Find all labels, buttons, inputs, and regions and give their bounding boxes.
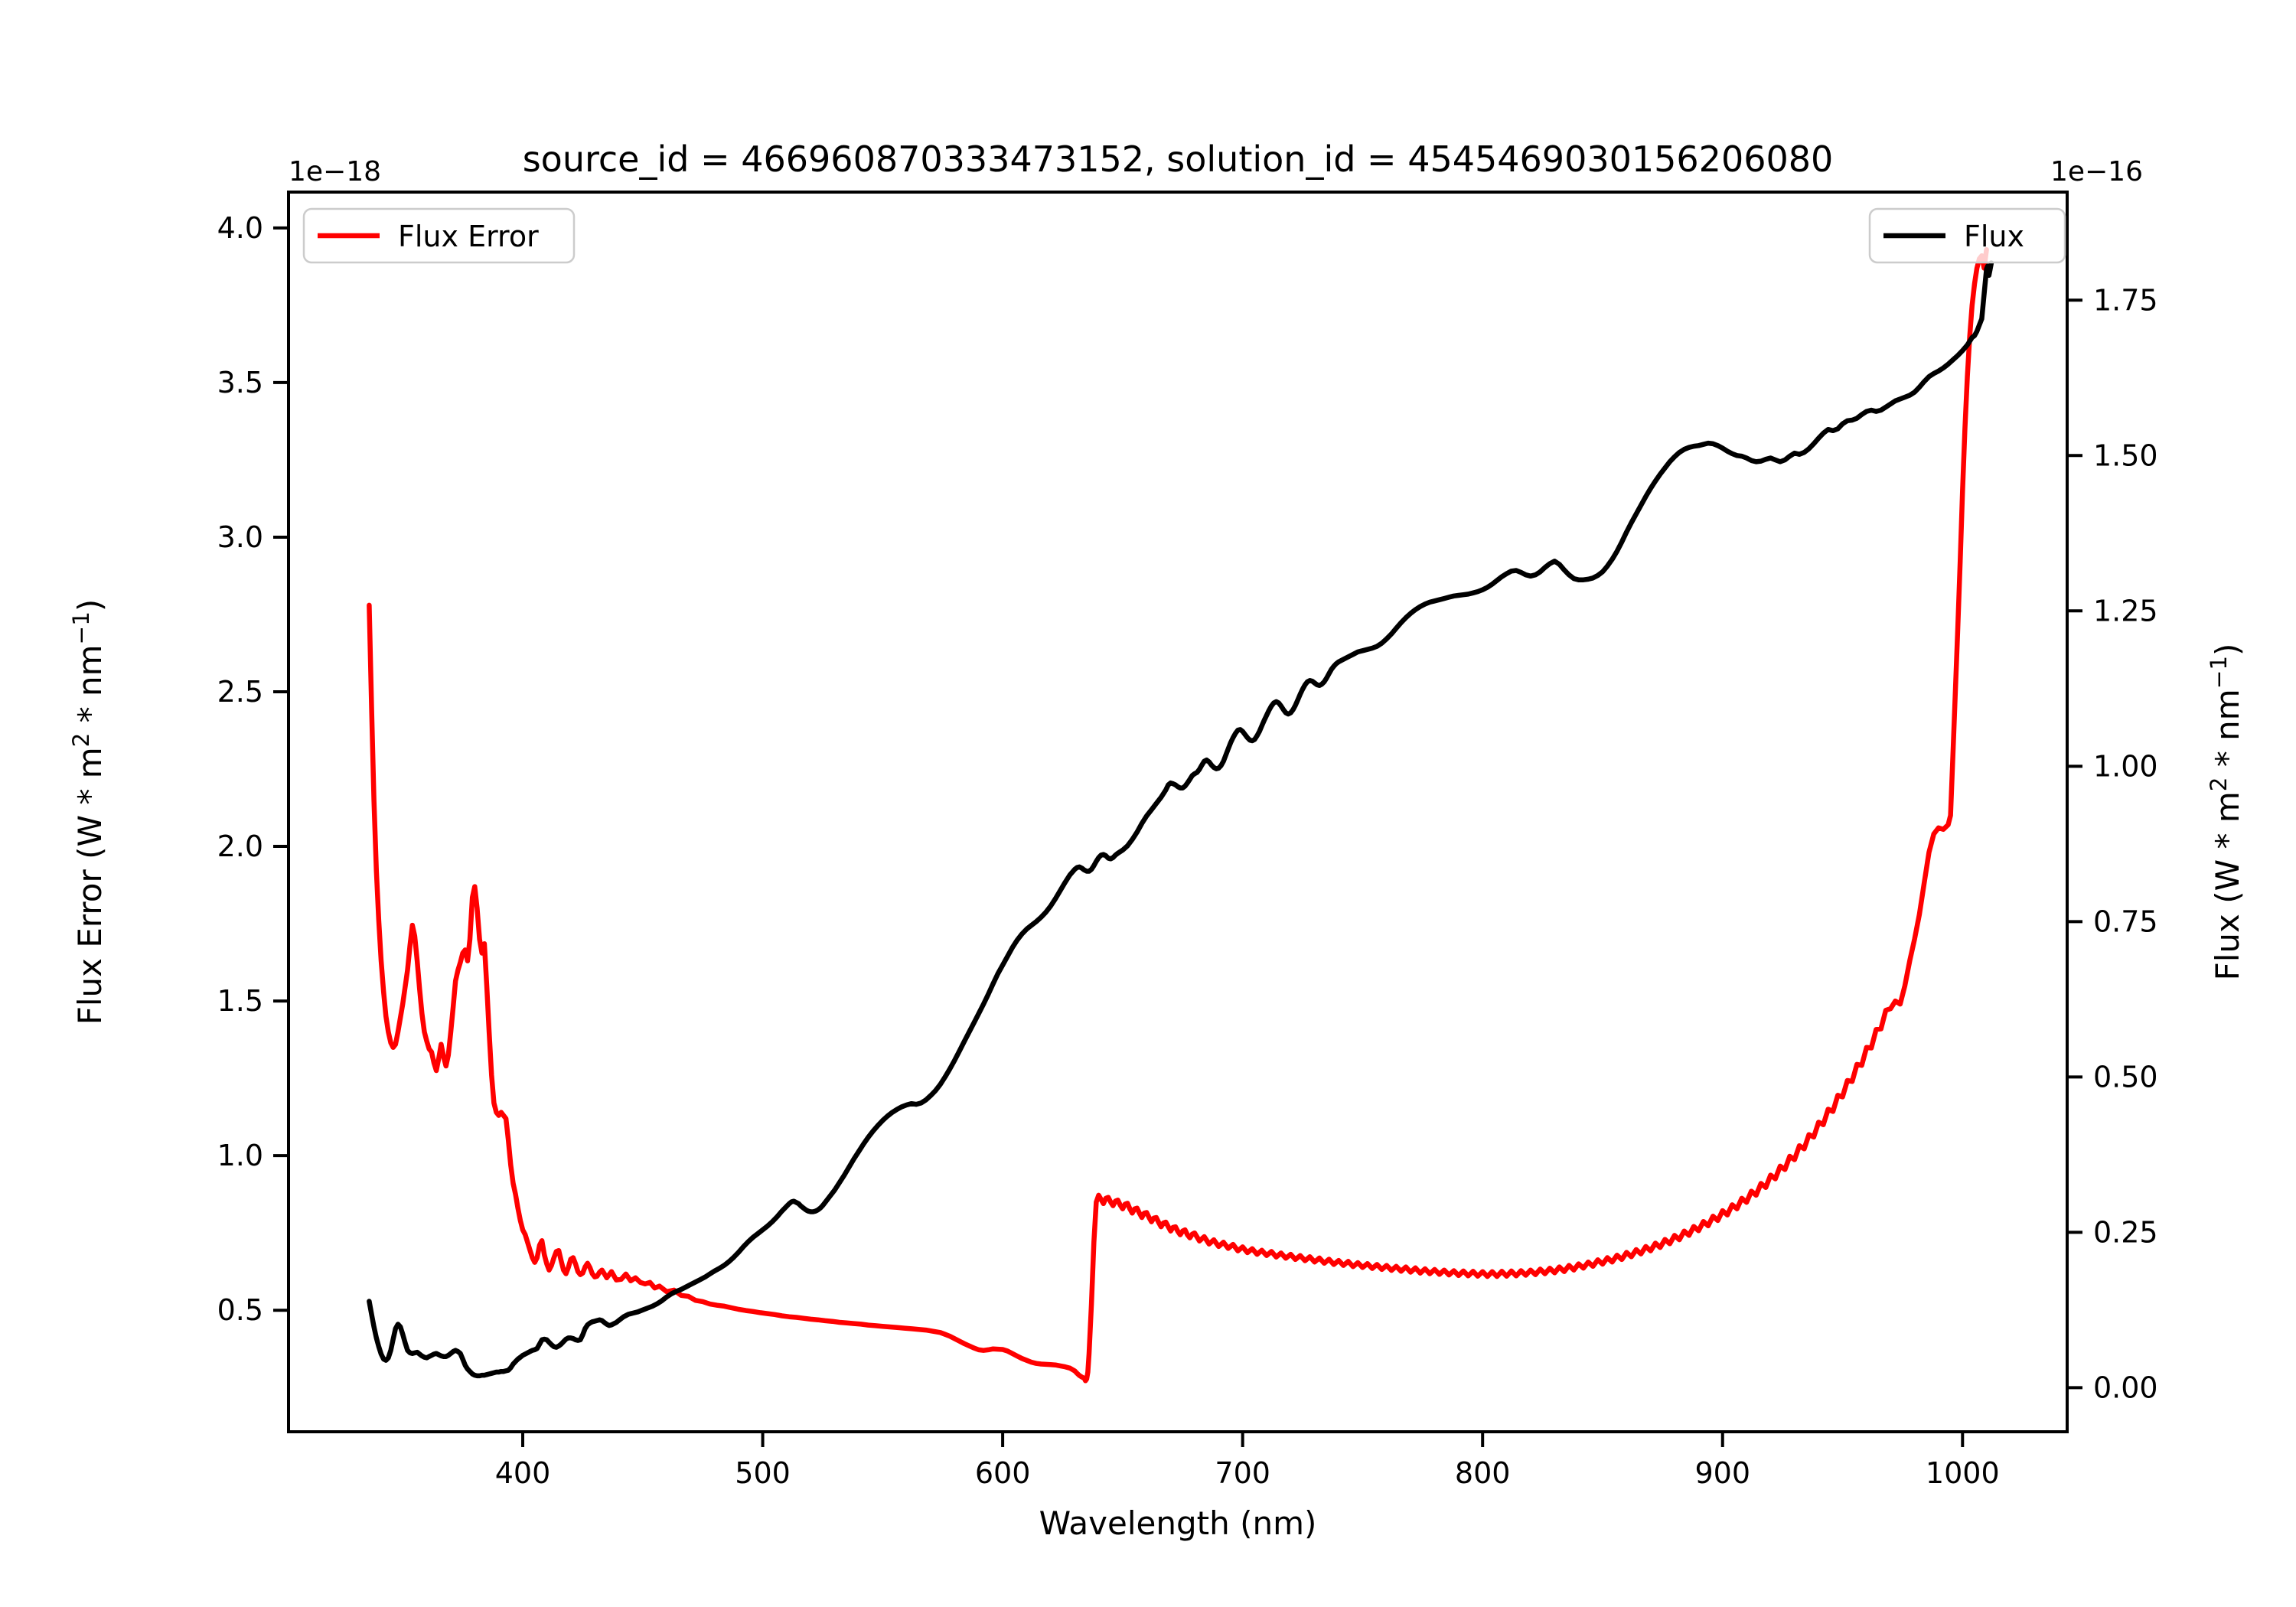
axis-label-text: ) (71, 599, 109, 611)
y-right-tick-label: 1.25 (2093, 594, 2158, 627)
y-left-tick-label: 4.0 (217, 211, 263, 245)
legend-flux: Flux (1868, 207, 2066, 264)
right-axis-offset-text: 1e−16 (2050, 156, 2143, 187)
x-tick-label: 400 (495, 1456, 551, 1490)
axes-frame (287, 191, 2069, 1433)
flux-error-line (367, 246, 1989, 1384)
legend-label-flux: Flux (1964, 220, 2024, 253)
y-axis-right-ticks: 0.00 0.25 0.50 0.75 1.00 1.25 1.50 1.75 (2067, 283, 2158, 1404)
legend-flux-error: Flux Error (302, 207, 576, 264)
y-left-tick-label: 1.5 (217, 984, 263, 1018)
y-axis-left-label: Flux Error (W * m2 * nm−1) (68, 599, 109, 1025)
x-axis-label: Wavelength (nm) (1039, 1504, 1317, 1542)
x-tick-label: 600 (975, 1456, 1031, 1490)
y-left-tick-label: 3.5 (217, 366, 263, 399)
left-axis-offset-text: 1e−18 (289, 156, 381, 187)
y-right-tick-label: 1.75 (2093, 283, 2158, 317)
flux-line (367, 260, 1994, 1379)
axis-label-superscript: 2 (68, 733, 94, 748)
axis-label-text: * nm (2209, 689, 2246, 777)
y-left-tick-label: 1.0 (217, 1139, 263, 1172)
y-left-tick-label: 2.5 (217, 675, 263, 709)
x-tick-label: 800 (1455, 1456, 1511, 1490)
legend-box (302, 207, 576, 264)
x-tick-label: 1000 (1926, 1456, 2000, 1490)
axis-label-text: Flux Error (W * m (71, 747, 109, 1025)
y-right-tick-label: 0.25 (2093, 1215, 2158, 1249)
axis-label-superscript: 2 (2206, 777, 2232, 792)
y-right-tick-label: 1.00 (2093, 749, 2158, 783)
y-right-tick-label: 0.00 (2093, 1371, 2158, 1404)
y-axis-right-label: Flux (W * m2 * nm−1) (2206, 644, 2246, 981)
y-left-tick-label: 2.0 (217, 830, 263, 863)
curves-group (367, 246, 1994, 1384)
x-axis-ticks: 400 500 600 700 800 900 1000 (495, 1432, 2000, 1490)
y-right-tick-label: 0.50 (2093, 1060, 2158, 1094)
y-right-tick-label: 0.75 (2093, 905, 2158, 938)
x-tick-label: 900 (1694, 1456, 1750, 1490)
x-tick-label: 500 (735, 1456, 791, 1490)
axis-label-text: * nm (71, 644, 109, 732)
axis-label-text: Flux (W * m (2209, 791, 2246, 980)
legend-box (1868, 207, 2066, 264)
y-axis-left-ticks: 0.5 1.0 1.5 2.0 2.5 3.0 3.5 4.0 (217, 211, 289, 1327)
y-left-tick-label: 0.5 (217, 1293, 263, 1327)
axis-label-superscript: −1 (2206, 656, 2232, 689)
chart-title: source_id = 466960870333473152, solution… (523, 139, 1834, 180)
y-right-tick-label: 1.50 (2093, 438, 2158, 472)
axis-label-text: ) (2209, 644, 2246, 656)
x-tick-label: 700 (1215, 1456, 1270, 1490)
y-left-tick-label: 3.0 (217, 520, 263, 554)
plot-area (289, 192, 2067, 1432)
axis-label-superscript: −1 (68, 611, 94, 644)
legend-label-flux-error: Flux Error (398, 220, 539, 253)
